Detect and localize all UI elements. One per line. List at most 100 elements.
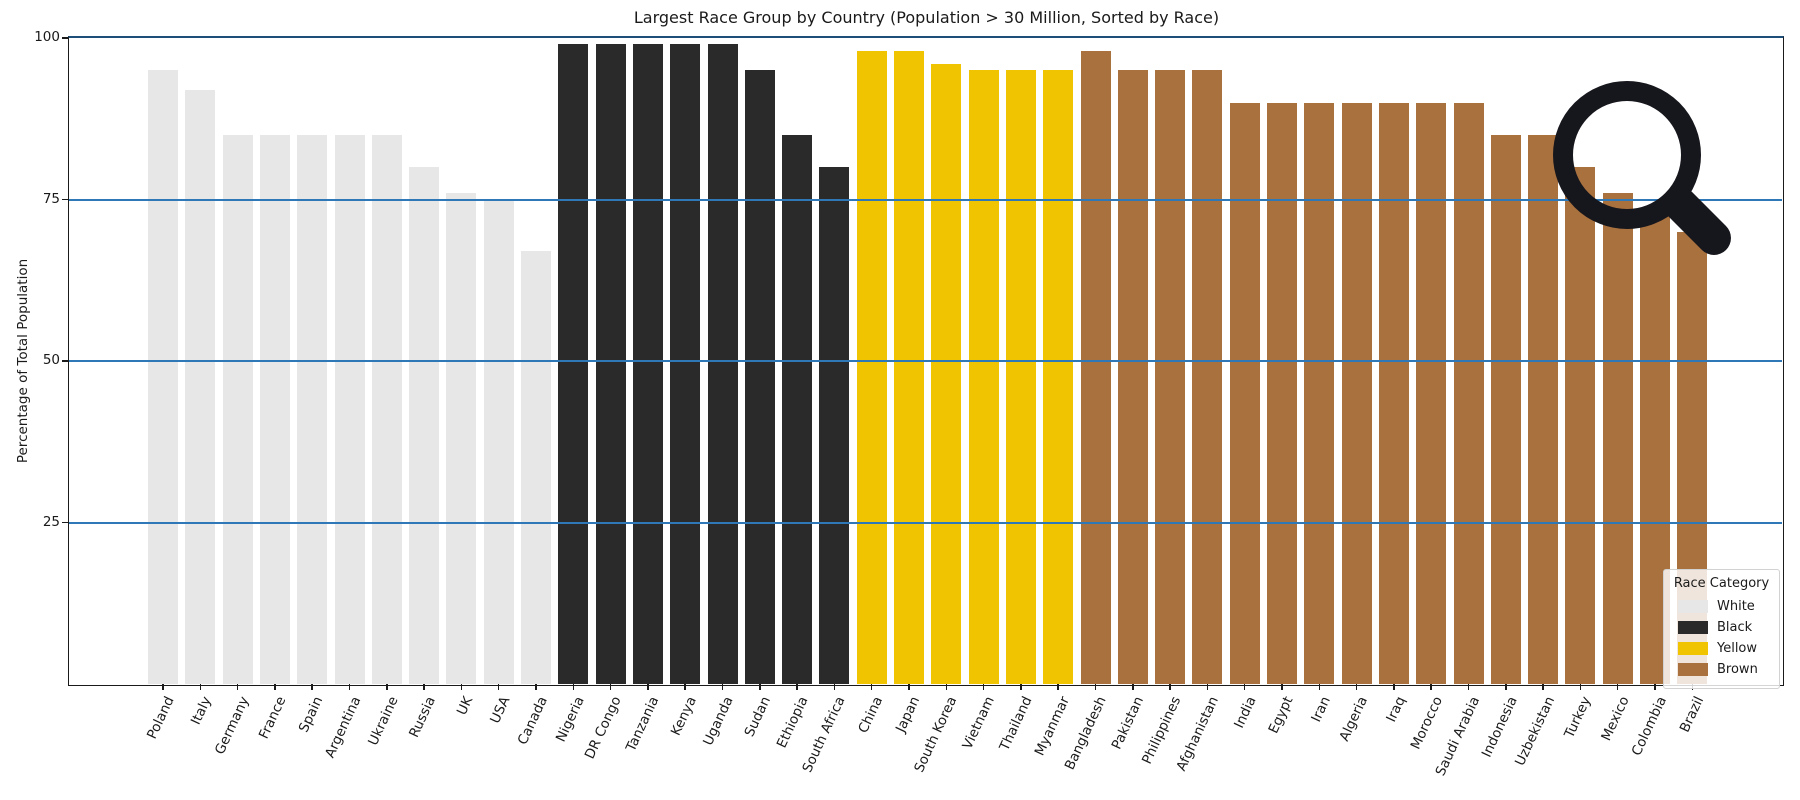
bar-uk [446,193,477,684]
bar-south-africa [819,167,850,684]
x-tick-label-text: Poland [143,694,178,742]
x-tick-mark [833,684,836,690]
x-tick-label-text: Vietnam [959,694,999,752]
bar-thailand [1005,70,1036,684]
x-tick-mark [162,684,164,690]
bar-vietnam [968,70,999,684]
x-tick-mark [1467,684,1470,690]
legend-entry-black: Black [1664,617,1779,638]
bar-argentina [334,134,365,684]
bar-saudi-arabia [1453,102,1484,684]
x-tick-mark [460,684,463,690]
legend-entry-yellow: Yellow [1664,638,1779,659]
x-tick-label-text: USA [486,694,514,727]
x-tick-mark [982,684,985,690]
x-tick-label-text: Indonesia [1478,694,1521,760]
legend-entries: White Black Yellow Brown [1664,596,1779,680]
x-tick-mark [1169,684,1171,690]
y-tick-label: 100 [34,29,60,45]
x-tick-mark [684,684,686,690]
x-tick-mark [1020,684,1022,690]
legend-swatch-yellow [1678,642,1708,655]
legend-entry-brown: Brown [1664,659,1779,680]
x-tick-label-text: Myanmar [1031,694,1073,759]
x-tick-mark [1094,684,1097,690]
x-tick-label-text: Italy [187,694,215,728]
x-tick-label-text: Brazil [1676,694,1707,735]
x-tick-label-text: Germany [211,694,253,758]
bar-south-korea [931,63,962,684]
bar-pakistan [1117,70,1148,684]
x-tick-label-text: Algeria [1336,694,1372,744]
bar-india [1229,102,1260,684]
x-tick-label-text: Colombia [1628,694,1670,759]
x-tick-label-text: Argentina [321,694,365,761]
x-tick-mark [423,684,425,690]
x-tick-label-text: Nigeria [552,694,588,745]
x-tick-mark [199,684,202,690]
y-tick-label: 50 [42,352,60,368]
y-tick-mark [62,37,68,39]
bar-myanmar [1043,70,1074,684]
x-tick-mark [1393,684,1395,690]
gridline-75 [69,198,1782,201]
legend-label: Yellow [1717,641,1758,656]
legend-label: Black [1717,620,1753,635]
gridline-25 [69,521,1782,524]
bar-sudan [744,70,775,684]
bar-germany [222,134,253,684]
x-tick-mark [1243,684,1246,690]
bar-japan [894,50,924,684]
bar-uzbekistan [1528,134,1559,684]
y-tick-label: 75 [42,190,60,207]
bar-nigeria [558,44,589,684]
bar-philippines [1155,70,1186,684]
bar-spain [297,134,328,684]
y-tick-mark [62,360,68,362]
x-tick-mark [497,684,500,690]
bar-tanzania [632,44,663,684]
x-tick-label-text: France [255,694,290,742]
bar-morocco [1416,102,1447,684]
bar-algeria [1341,102,1372,684]
x-tick-label-text: Mexico [1597,694,1633,744]
y-tick-mark [62,521,68,524]
bar-russia [409,167,440,684]
bar-canada [521,251,551,684]
x-tick-mark [348,684,351,690]
x-tick-mark [1281,684,1283,690]
x-tick-label-text: Iraq [1382,694,1409,725]
bar-ethiopia [782,134,813,684]
x-tick-mark [1579,684,1582,690]
x-tick-label-text: Canada [514,694,551,748]
x-tick-mark [1616,684,1619,690]
bar-dr-congo [595,44,626,684]
x-tick-label-text: Ethiopia [773,694,812,751]
x-tick-mark [1505,684,1507,690]
bar-uganda [707,44,738,684]
x-tick-label-text: Japan [893,694,924,735]
x-tick-label-text: Morocco [1407,694,1446,752]
x-tick-mark [535,684,537,690]
legend-title: Race Category [1673,576,1770,591]
bar-bangladesh [1080,50,1111,684]
bar-china [856,50,887,684]
x-tick-mark [236,684,239,690]
x-tick-mark [647,684,649,690]
x-tick-mark [1542,684,1544,690]
x-tick-label-text: Spain [296,694,327,735]
bar-indonesia [1490,134,1521,684]
x-tick-label-text: India [1230,694,1260,731]
bar-iraq [1378,102,1409,684]
x-tick-mark [870,684,873,690]
y-tick-mark [62,198,68,201]
x-tick-label-text: Ukraine [364,694,402,749]
x-tick-label-text: DR Congo [582,694,626,762]
bar-turkey [1565,167,1596,684]
bar-poland [148,70,178,684]
legend-label: Brown [1717,662,1758,677]
x-tick-mark [311,684,313,690]
x-tick-label-text: Egypt [1265,694,1297,737]
chart-title: Largest Race Group by Country (Populatio… [633,8,1220,27]
